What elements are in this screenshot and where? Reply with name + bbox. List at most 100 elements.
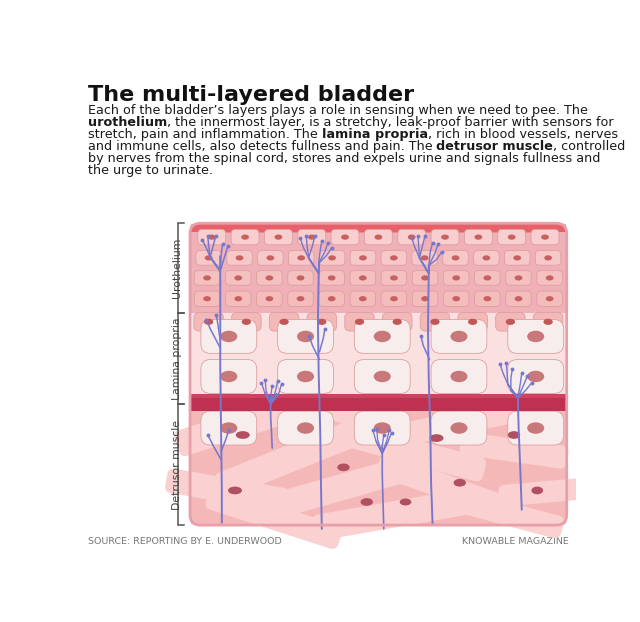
Ellipse shape: [297, 276, 305, 281]
Ellipse shape: [204, 296, 211, 301]
Text: by nerves from the spinal cord, stores and expels urine and signals fullness and: by nerves from the spinal cord, stores a…: [88, 152, 600, 165]
FancyBboxPatch shape: [195, 291, 220, 307]
FancyBboxPatch shape: [498, 230, 525, 245]
FancyBboxPatch shape: [215, 414, 380, 498]
Ellipse shape: [508, 431, 520, 439]
FancyBboxPatch shape: [531, 230, 559, 245]
Ellipse shape: [546, 296, 554, 301]
Ellipse shape: [220, 331, 237, 342]
FancyBboxPatch shape: [420, 313, 450, 331]
FancyBboxPatch shape: [443, 251, 468, 265]
Ellipse shape: [451, 331, 467, 342]
Ellipse shape: [408, 234, 415, 239]
Ellipse shape: [543, 318, 553, 325]
Ellipse shape: [359, 276, 367, 281]
Ellipse shape: [451, 371, 467, 382]
Text: , the innermost layer, is a stretchy, leak-proof barrier with sensors for: , the innermost layer, is a stretchy, le…: [167, 116, 614, 129]
Ellipse shape: [317, 318, 326, 325]
FancyBboxPatch shape: [292, 382, 426, 453]
FancyBboxPatch shape: [201, 411, 257, 445]
Ellipse shape: [266, 255, 275, 261]
FancyBboxPatch shape: [397, 230, 426, 245]
Ellipse shape: [360, 498, 373, 506]
Ellipse shape: [430, 318, 440, 325]
FancyBboxPatch shape: [444, 271, 469, 285]
FancyBboxPatch shape: [264, 230, 292, 245]
Ellipse shape: [483, 255, 490, 261]
Ellipse shape: [337, 463, 349, 471]
Ellipse shape: [236, 431, 250, 439]
Bar: [191, 224, 566, 313]
FancyBboxPatch shape: [537, 291, 563, 307]
FancyBboxPatch shape: [537, 271, 563, 285]
FancyBboxPatch shape: [331, 230, 359, 245]
FancyBboxPatch shape: [288, 271, 314, 285]
FancyBboxPatch shape: [190, 223, 566, 525]
FancyBboxPatch shape: [431, 320, 487, 353]
FancyBboxPatch shape: [383, 313, 412, 331]
Text: detrusor muscle: detrusor muscle: [436, 140, 553, 153]
FancyBboxPatch shape: [227, 251, 252, 265]
Ellipse shape: [483, 296, 492, 301]
FancyBboxPatch shape: [533, 313, 563, 331]
Ellipse shape: [359, 255, 367, 261]
Ellipse shape: [452, 276, 460, 281]
FancyBboxPatch shape: [257, 251, 283, 265]
Ellipse shape: [421, 276, 429, 281]
Text: urothelium: urothelium: [88, 116, 167, 129]
FancyBboxPatch shape: [431, 411, 487, 445]
Ellipse shape: [429, 434, 444, 442]
FancyBboxPatch shape: [499, 478, 592, 506]
FancyBboxPatch shape: [412, 291, 438, 307]
Ellipse shape: [374, 371, 391, 382]
FancyBboxPatch shape: [474, 251, 499, 265]
Ellipse shape: [513, 255, 521, 261]
Ellipse shape: [236, 255, 243, 261]
FancyBboxPatch shape: [506, 291, 531, 307]
Ellipse shape: [205, 255, 212, 261]
Ellipse shape: [483, 276, 492, 281]
Ellipse shape: [390, 255, 397, 261]
Ellipse shape: [544, 255, 552, 261]
Ellipse shape: [298, 255, 305, 261]
Text: Detrusor muscle: Detrusor muscle: [172, 420, 182, 509]
FancyBboxPatch shape: [431, 230, 459, 245]
Bar: [191, 404, 566, 524]
FancyBboxPatch shape: [165, 468, 289, 513]
Ellipse shape: [390, 276, 398, 281]
FancyBboxPatch shape: [257, 271, 282, 285]
FancyBboxPatch shape: [195, 271, 220, 285]
FancyBboxPatch shape: [508, 320, 564, 353]
Ellipse shape: [208, 234, 216, 239]
Bar: [191, 229, 566, 233]
FancyBboxPatch shape: [278, 320, 333, 353]
FancyBboxPatch shape: [194, 313, 223, 331]
FancyBboxPatch shape: [174, 386, 327, 456]
Ellipse shape: [374, 234, 382, 239]
FancyBboxPatch shape: [201, 320, 257, 353]
Ellipse shape: [242, 318, 251, 325]
FancyBboxPatch shape: [465, 230, 492, 245]
FancyBboxPatch shape: [191, 224, 566, 524]
Text: The multi-layered bladder: The multi-layered bladder: [88, 85, 414, 105]
Ellipse shape: [266, 296, 273, 301]
FancyBboxPatch shape: [205, 486, 342, 549]
Ellipse shape: [297, 331, 314, 342]
Ellipse shape: [451, 422, 467, 434]
Bar: [191, 394, 566, 398]
FancyBboxPatch shape: [475, 291, 500, 307]
FancyBboxPatch shape: [444, 291, 469, 307]
FancyBboxPatch shape: [278, 411, 333, 445]
FancyBboxPatch shape: [376, 453, 512, 520]
FancyBboxPatch shape: [345, 313, 374, 331]
FancyBboxPatch shape: [381, 271, 407, 285]
FancyBboxPatch shape: [398, 400, 522, 445]
Ellipse shape: [441, 234, 449, 239]
FancyBboxPatch shape: [381, 251, 406, 265]
Ellipse shape: [506, 318, 515, 325]
Text: the urge to urinate.: the urge to urinate.: [88, 164, 212, 177]
FancyBboxPatch shape: [298, 230, 326, 245]
FancyBboxPatch shape: [475, 271, 500, 285]
FancyBboxPatch shape: [506, 271, 531, 285]
Ellipse shape: [454, 479, 466, 486]
